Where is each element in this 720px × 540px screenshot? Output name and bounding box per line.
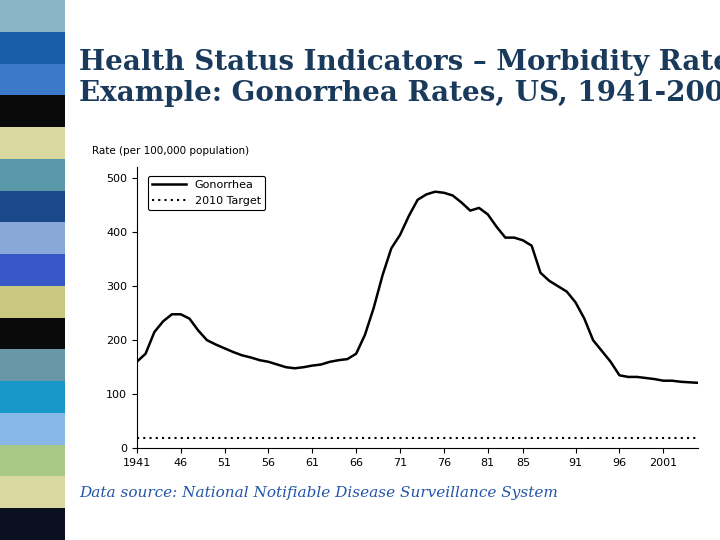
Legend: Gonorrhea, 2010 Target: Gonorrhea, 2010 Target	[148, 176, 265, 210]
Text: Data source: National Notifiable Disease Surveillance System: Data source: National Notifiable Disease…	[79, 486, 558, 500]
Text: Health Status Indicators – Morbidity Rates
Example: Gonorrhea Rates, US, 1941-20: Health Status Indicators – Morbidity Rat…	[79, 49, 720, 107]
Text: Rate (per 100,000 population): Rate (per 100,000 population)	[92, 146, 249, 156]
